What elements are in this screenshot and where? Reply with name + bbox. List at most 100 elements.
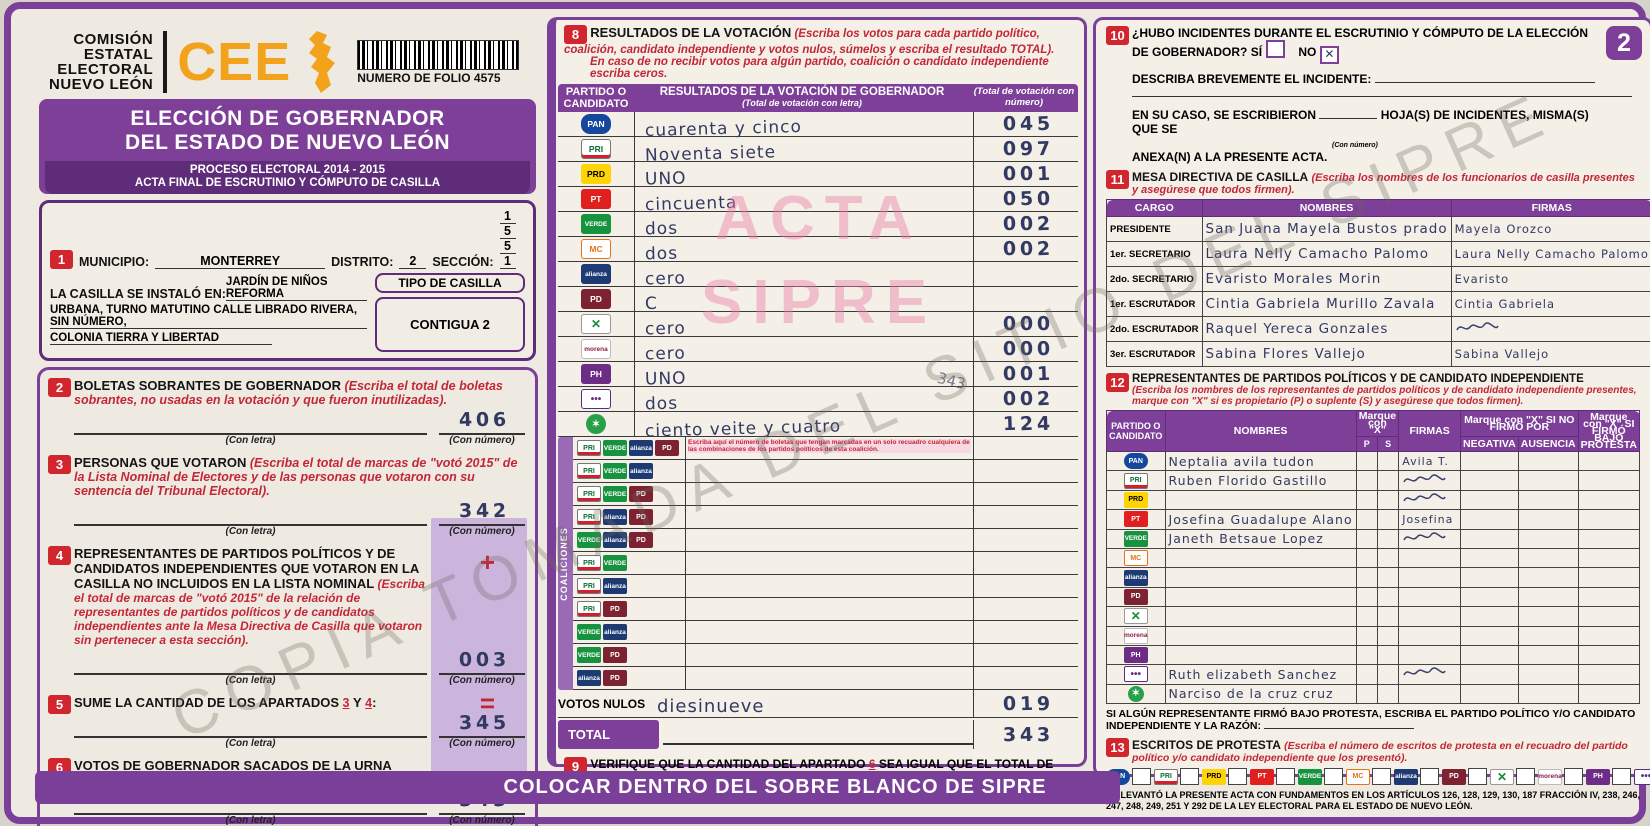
section-incidentes: 10 ¿HUBO INCIDENTES DURANTE EL ESCRUTINI… — [1106, 26, 1640, 164]
protest-item-pt: PT — [1250, 768, 1295, 786]
protest-count-box — [1420, 768, 1439, 786]
protest-count-box — [1180, 768, 1199, 786]
handwritten-digit: 1 — [1018, 692, 1033, 715]
party-logo-pd-icon: PD — [629, 532, 653, 548]
con-numero-micro: (Con número) — [1332, 142, 1378, 149]
barcode — [357, 39, 520, 70]
party-logo-na-icon: alianza — [603, 624, 627, 640]
party-logo-verde-icon: VERDE — [577, 532, 601, 548]
sipre-banner: COLOCAR DENTRO DEL SOBRE BLANCO DE SIPRE — [35, 771, 1120, 804]
title-line: ELECCIÓN DE GOBERNADOR — [130, 107, 445, 130]
col-p: P — [1355, 436, 1378, 452]
col-numero: (Total de votación con número) — [973, 86, 1075, 108]
ref-6: 6 — [868, 757, 876, 771]
rep-negativa-cell — [1460, 625, 1519, 646]
rep-firma — [1398, 625, 1462, 646]
col-ausencia: AUSENCIA — [1517, 436, 1579, 452]
section-title: REPRESENTANTES DE PARTIDOS POLÍTICOS Y D… — [1132, 373, 1584, 385]
party-logo-ind-icon: ✶ — [586, 414, 606, 434]
mesa-row: PRESIDENTE San Juana Mayela Bustos prado… — [1106, 216, 1650, 242]
rep-negativa-cell — [1460, 567, 1519, 588]
rep-protesta-cell — [1577, 567, 1641, 588]
rep-protesta-cell — [1577, 586, 1641, 608]
seccion-digit: 5 — [499, 239, 516, 254]
rep-s-cell — [1376, 489, 1400, 511]
coalition-row: PRI VERDE — [573, 552, 1078, 575]
mesa-row: 2do. SECRETARIO Evaristo Morales Morin E… — [1106, 266, 1650, 292]
col-marque-x: Marque con "X" — [1355, 410, 1400, 437]
handwritten-digit: 4 — [1018, 723, 1033, 746]
party-logo-pt-icon: PT — [1123, 511, 1148, 528]
protest-item-na: alianza — [1394, 768, 1439, 786]
barcode-block: NUMERO DE FOLIO 4575 — [357, 39, 520, 85]
party-logo-ind-icon: ✶ — [1127, 685, 1144, 702]
case-text: HOJA(S) DE INCIDENTES, MISMA(S) QUE SE — [1132, 108, 1589, 136]
party-logo-verde-icon: VERDE — [603, 486, 627, 502]
rep-p-cell — [1355, 489, 1378, 511]
funcionario-nombre: Evaristo Morales Morin — [1201, 266, 1452, 292]
rep-ausencia-cell — [1517, 489, 1579, 511]
coalition-row: PRI VERDE alianza — [573, 460, 1078, 483]
col-nombres: NOMBRES — [1201, 199, 1452, 217]
header: COMISIÓN ESTATAL ELECTORAL NUEVO LEÓN CE… — [49, 29, 540, 95]
cargo-label: 2do. SECRETARIO — [1106, 266, 1203, 292]
party-logo-verde-icon: VERDE — [1123, 530, 1148, 547]
party-logo-morena-icon: morena — [1538, 768, 1562, 785]
rep-negativa-cell — [1460, 470, 1519, 491]
rep-party: VERDE — [1106, 528, 1166, 549]
handwritten-digit: 3 — [457, 499, 472, 523]
rep-row-mc: MC — [1106, 547, 1641, 569]
si-label: SÍ — [1250, 45, 1263, 59]
party-logo-pri-icon: PRI — [577, 440, 601, 456]
rep-protesta-cell — [1577, 644, 1641, 666]
section-number-badge: 11 — [1106, 170, 1129, 189]
rep-p-cell — [1355, 547, 1378, 569]
protest-item-ph: PH — [1586, 768, 1631, 786]
rep-nombre — [1164, 489, 1357, 511]
funcionario-firma: Sabina Vallejo — [1450, 341, 1650, 367]
rep-s-cell — [1376, 567, 1400, 588]
rep-nombre — [1164, 547, 1357, 569]
party-logo-na-icon: alianza — [1123, 569, 1148, 586]
seccion-digit: 1 — [499, 209, 516, 224]
protest-count-box — [1468, 768, 1487, 786]
sipre-banner-text: COLOCAR DENTRO DEL SOBRE BLANCO DE SIPRE — [503, 776, 1047, 798]
section-title: REPRESENTANTES DE PARTIDOS POLÍTICOS Y D… — [74, 546, 419, 591]
ref-4: 4 — [365, 696, 373, 710]
cargo-label: 1er. SECRETARIO — [1106, 241, 1203, 267]
protest-item-pes: ••• — [1634, 768, 1650, 785]
rep-firma — [1398, 489, 1462, 511]
signature-scribble-icon — [1403, 667, 1446, 676]
col-nombres: NOMBRES — [1164, 410, 1357, 452]
rep-firma — [1398, 470, 1462, 491]
rep-s-cell — [1376, 528, 1400, 549]
rep-party: PH — [1106, 644, 1166, 666]
section-number-badge: 3 — [48, 455, 71, 474]
mesa-row: 1er. SECRETARIO Laura Nelly Camacho Palo… — [1106, 241, 1650, 267]
seccion-digit: 1 — [499, 254, 516, 269]
party-logo-pd-icon: PD — [629, 509, 653, 525]
section-number-badge: 10 — [1106, 26, 1129, 45]
section-representantes-votaron: 4 REPRESENTANTES DE PARTIDOS POLÍTICOS Y… — [48, 546, 525, 686]
con-numero-label: (Con número) — [449, 675, 515, 686]
section-title: BOLETAS SOBRANTES DE GOBERNADOR — [74, 378, 341, 393]
con-letra-label: (Con letra) — [225, 526, 276, 537]
col-cargo: CARGO — [1106, 199, 1203, 217]
handwritten-digit: 3 — [1035, 723, 1050, 746]
rep-p-cell — [1355, 470, 1378, 491]
section-number-badge: 2 — [48, 378, 71, 397]
section-resultados: 8 RESULTADOS DE LA VOTACIÓN (Escriba los… — [556, 20, 1084, 82]
cargo-label: 2do. ESCRUTADOR — [1106, 316, 1203, 342]
party-logo-na-icon: alianza — [603, 532, 627, 548]
section-title: MESA DIRECTIVA DE CASILLA — [1132, 170, 1309, 184]
